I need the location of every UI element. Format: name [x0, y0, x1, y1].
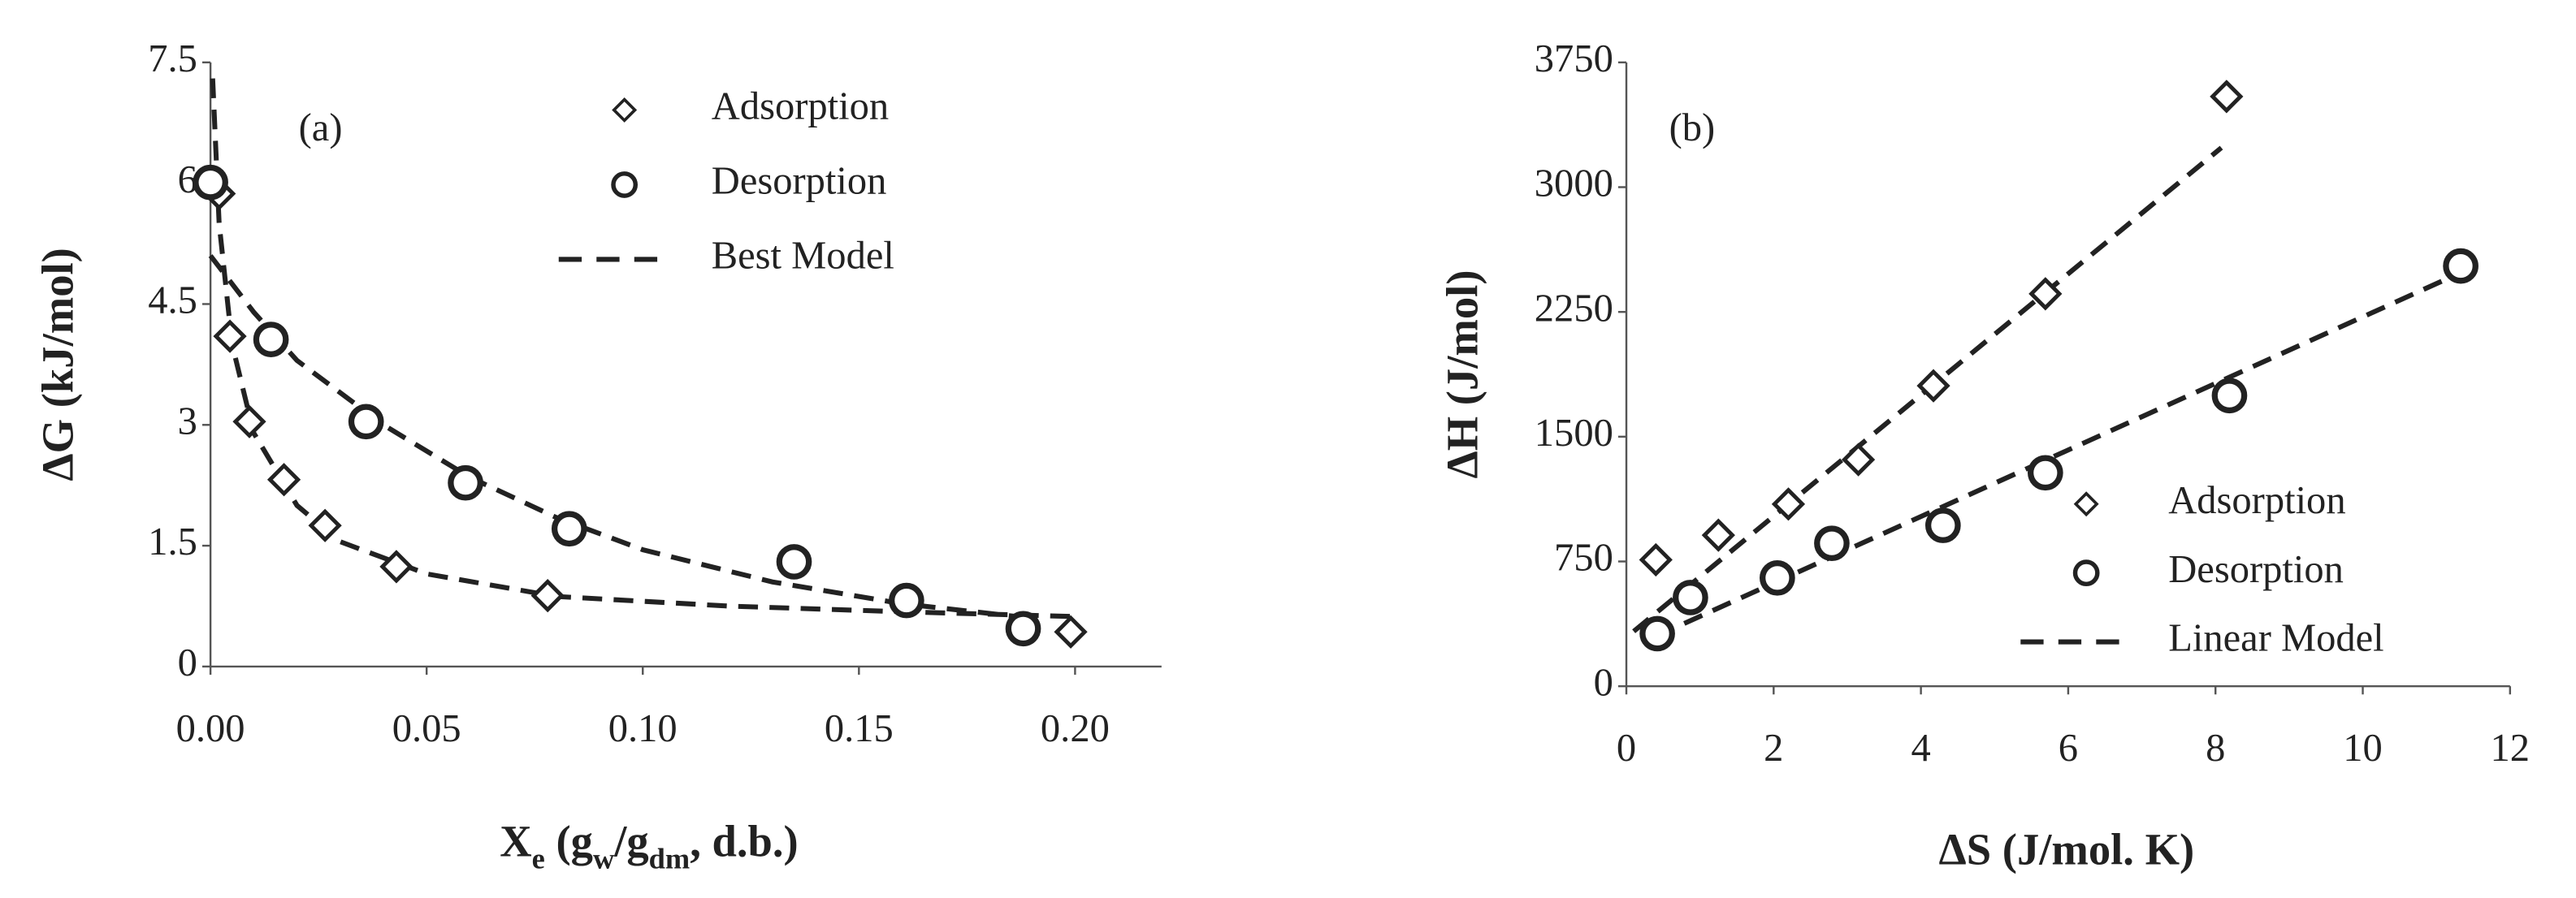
y-tick-label: 0: [178, 641, 197, 684]
data-point: [253, 322, 289, 357]
legend-label: Linear Model: [2168, 617, 2383, 660]
data-point: [2211, 378, 2248, 414]
x-tick-label: 0.10: [608, 707, 678, 750]
y-tick-label: 1.5: [148, 520, 197, 563]
data-point: [2443, 248, 2479, 284]
annotation: (b): [1669, 106, 1716, 149]
data-point: [889, 582, 924, 619]
model-line: [210, 78, 1076, 620]
data-point: [308, 508, 342, 542]
legend-label: Desorption: [2168, 548, 2344, 591]
data-point: [1701, 518, 1735, 552]
x-tick-label: 10: [2343, 727, 2383, 770]
data-point: [1639, 615, 1675, 652]
y-axis-label: ΔG (kJ/mol): [33, 248, 83, 481]
data-point: [232, 404, 266, 438]
x-tick-label: 8: [2206, 727, 2225, 770]
y-tick-label: 3: [178, 399, 197, 443]
y-tick-label: 3750: [1535, 37, 1613, 80]
data-point: [551, 511, 587, 547]
y-tick-label: 1500: [1535, 412, 1613, 455]
annotation: (a): [299, 106, 343, 149]
x-label-part: X: [500, 816, 531, 866]
data-point: [2028, 277, 2063, 311]
data-point: [348, 404, 384, 440]
x-tick-label: 2: [1764, 727, 1783, 770]
x-tick-label: 0.00: [176, 707, 245, 750]
data-point: [1814, 525, 1850, 562]
data-point: [448, 464, 483, 501]
data-point: [266, 463, 301, 497]
x-tick-label: 4: [1911, 727, 1930, 770]
y-tick-label: 7.5: [148, 37, 197, 80]
data-point: [1673, 580, 1708, 615]
data-point: [193, 164, 228, 201]
x-tick-label: 0.05: [392, 707, 461, 750]
model-line: [1655, 271, 2460, 639]
x-label-part: w: [593, 843, 615, 875]
y-tick-label: 0: [1594, 661, 1613, 704]
y-tick-label: 4.5: [148, 279, 197, 322]
x-tick-label: 0.15: [825, 707, 894, 750]
y-tick-label: 3000: [1535, 162, 1613, 205]
data-point: [1005, 611, 1041, 647]
data-point: [213, 319, 247, 353]
data-point: [1639, 542, 1673, 577]
legend-marker: [612, 97, 638, 123]
x-label-part: (g: [545, 816, 593, 866]
data-point: [2210, 80, 2244, 114]
legend-label: Desorption: [712, 160, 887, 203]
x-tick-label: 0.20: [1041, 707, 1110, 750]
x-label-part: /g: [613, 816, 648, 866]
data-point: [1916, 369, 1950, 403]
y-tick-label: 2250: [1535, 287, 1613, 330]
legend-marker: [2073, 491, 2099, 517]
x-tick-label: 0: [1617, 727, 1636, 770]
data-point: [1841, 443, 1876, 477]
data-point: [1054, 615, 1088, 649]
x-label-part: ΔS (J/mol. K): [1939, 824, 2195, 874]
x-label-part: , d.b.): [690, 816, 798, 866]
chart-panel: 0 750 1500 2250 3000 3750 0 2 4 6 8 10 12 (b) ΔH (J/mo…: [1437, 37, 2530, 874]
data-point: [1924, 507, 1961, 543]
x-tick-label: 6: [2059, 727, 2078, 770]
legend-marker: [611, 171, 639, 198]
legend-label: Best Model: [712, 235, 894, 278]
x-axis-label: Xe (gw/gdm, d.b.): [500, 816, 798, 875]
legend-label: Adsorption: [712, 85, 889, 128]
legend-marker: [2072, 559, 2100, 587]
data-point: [530, 578, 565, 613]
data-point: [2027, 455, 2063, 491]
x-label-part: e: [532, 843, 545, 875]
legend-label: Adsorption: [2168, 479, 2345, 522]
data-point: [1760, 559, 1795, 596]
y-axis-label: ΔH (J/mol): [1437, 270, 1487, 478]
model-line: [208, 254, 1033, 621]
x-axis-label: ΔS (J/mol. K): [1939, 824, 2195, 874]
data-point: [379, 550, 413, 584]
chart-panel: 01.534.567.50.00 0.05 0.10 0.15 0.20(a)ΔG (k…: [33, 37, 1162, 875]
x-tick-label: 12: [2491, 727, 2531, 770]
y-tick-label: 750: [1554, 537, 1613, 580]
data-point: [776, 544, 812, 580]
data-point: [1771, 487, 1806, 521]
x-label-part: dm: [649, 843, 691, 875]
